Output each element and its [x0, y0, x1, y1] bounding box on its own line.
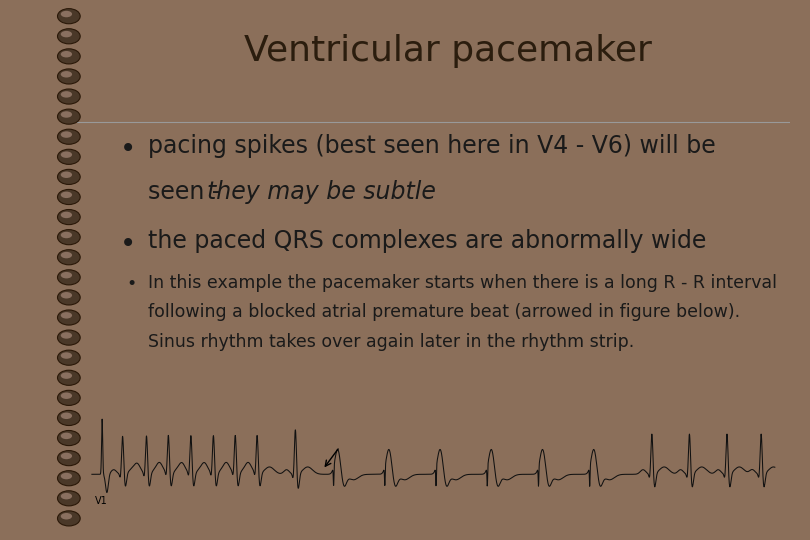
- Ellipse shape: [58, 149, 80, 164]
- Ellipse shape: [58, 170, 80, 185]
- Ellipse shape: [58, 330, 80, 345]
- Text: In this example the pacemaker starts when there is a long R - R interval: In this example the pacemaker starts whe…: [148, 274, 778, 292]
- Ellipse shape: [61, 111, 72, 118]
- Ellipse shape: [58, 109, 80, 124]
- Ellipse shape: [61, 91, 72, 98]
- Ellipse shape: [61, 71, 72, 78]
- Text: •: •: [120, 134, 136, 163]
- Ellipse shape: [58, 290, 80, 305]
- Text: •: •: [127, 275, 137, 293]
- Ellipse shape: [61, 11, 72, 17]
- Ellipse shape: [61, 513, 72, 519]
- Ellipse shape: [58, 310, 80, 325]
- Ellipse shape: [61, 172, 72, 178]
- Ellipse shape: [58, 410, 80, 426]
- Ellipse shape: [61, 192, 72, 198]
- Ellipse shape: [61, 433, 72, 439]
- Ellipse shape: [61, 31, 72, 37]
- Text: the paced QRS complexes are abnormally wide: the paced QRS complexes are abnormally w…: [148, 229, 706, 253]
- Ellipse shape: [61, 232, 72, 238]
- Text: seen -: seen -: [148, 180, 228, 204]
- Ellipse shape: [58, 350, 80, 365]
- Ellipse shape: [61, 212, 72, 218]
- Ellipse shape: [58, 230, 80, 245]
- Ellipse shape: [58, 471, 80, 486]
- Text: pacing spikes (best seen here in V4 - V6) will be: pacing spikes (best seen here in V4 - V6…: [148, 133, 716, 158]
- Ellipse shape: [58, 89, 80, 104]
- Text: V1: V1: [96, 496, 108, 506]
- Ellipse shape: [61, 272, 72, 279]
- Ellipse shape: [58, 450, 80, 465]
- Ellipse shape: [58, 190, 80, 205]
- Ellipse shape: [58, 49, 80, 64]
- Ellipse shape: [58, 270, 80, 285]
- Ellipse shape: [61, 393, 72, 399]
- Ellipse shape: [61, 473, 72, 480]
- Ellipse shape: [61, 151, 72, 158]
- Text: Ventricular pacemaker: Ventricular pacemaker: [244, 34, 651, 68]
- Text: following a blocked atrial premature beat (arrowed in figure below).: following a blocked atrial premature bea…: [148, 303, 740, 321]
- Ellipse shape: [58, 491, 80, 506]
- Ellipse shape: [58, 210, 80, 225]
- Text: they may be subtle: they may be subtle: [207, 180, 436, 204]
- Text: Sinus rhythm takes over again later in the rhythm strip.: Sinus rhythm takes over again later in t…: [148, 333, 634, 351]
- Ellipse shape: [58, 249, 80, 265]
- Ellipse shape: [58, 430, 80, 445]
- Ellipse shape: [61, 493, 72, 500]
- Ellipse shape: [61, 373, 72, 379]
- Ellipse shape: [61, 252, 72, 258]
- Ellipse shape: [61, 312, 72, 319]
- Ellipse shape: [61, 453, 72, 459]
- Ellipse shape: [58, 511, 80, 526]
- Ellipse shape: [61, 352, 72, 359]
- Ellipse shape: [58, 69, 80, 84]
- Ellipse shape: [61, 51, 72, 57]
- Ellipse shape: [61, 332, 72, 339]
- Ellipse shape: [61, 292, 72, 299]
- Text: •: •: [120, 230, 136, 258]
- Ellipse shape: [58, 390, 80, 406]
- Ellipse shape: [61, 131, 72, 138]
- Ellipse shape: [61, 413, 72, 419]
- Ellipse shape: [58, 9, 80, 24]
- Ellipse shape: [58, 29, 80, 44]
- Ellipse shape: [58, 129, 80, 144]
- Ellipse shape: [58, 370, 80, 386]
